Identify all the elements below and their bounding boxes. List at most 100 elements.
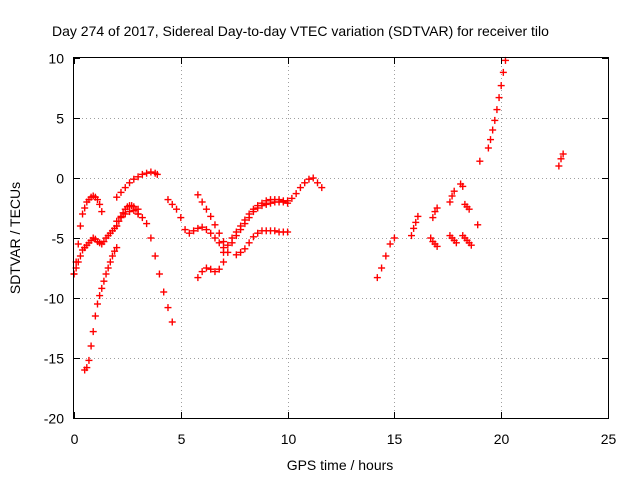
data-point [168, 200, 176, 208]
x-tick-label: 15 [387, 431, 403, 447]
plot-frame [73, 57, 609, 419]
y-tick-label: -5 [52, 231, 65, 247]
data-point [232, 251, 240, 259]
data-series-s22 [459, 232, 475, 249]
x-axis-label: GPS time / hours [287, 457, 394, 473]
data-point [117, 188, 125, 196]
data-series-s4 [81, 244, 121, 374]
data-point [427, 234, 435, 242]
y-tick-labels: -20 -15 -10 -5 0 5 10 [44, 51, 64, 427]
data-point [314, 179, 322, 187]
data-point [181, 226, 189, 234]
x-tick-label: 10 [281, 431, 297, 447]
data-point [487, 136, 495, 144]
data-point [215, 239, 223, 247]
data-point [130, 175, 138, 183]
data-point [258, 199, 266, 207]
data-point [232, 228, 240, 236]
data-point [414, 212, 422, 220]
data-point [93, 196, 101, 204]
data-point [194, 224, 202, 232]
data-point [220, 238, 228, 246]
data-point [292, 190, 300, 198]
data-point [271, 227, 279, 235]
y-tick-label: 10 [48, 51, 64, 67]
data-point [147, 168, 155, 176]
data-point [190, 227, 198, 235]
data-series-s3 [81, 222, 121, 252]
data-point [318, 184, 326, 192]
data-point [100, 277, 108, 285]
data-series-s7 [113, 205, 142, 225]
data-point [100, 238, 108, 246]
data-point [446, 198, 454, 206]
data-point [79, 210, 87, 218]
data-point [410, 224, 418, 232]
data-series-s8 [134, 210, 176, 326]
data-point [241, 216, 249, 224]
data-series-s23 [474, 221, 482, 229]
data-point [493, 106, 501, 114]
data-point [495, 94, 503, 102]
data-point [237, 222, 245, 230]
data-point [431, 208, 439, 216]
data-point [76, 252, 84, 260]
data-point [484, 144, 492, 152]
data-point [134, 210, 142, 218]
data-point [168, 318, 176, 326]
data-point [177, 214, 185, 222]
data-point [104, 264, 112, 272]
data-point [138, 170, 146, 178]
data-point [98, 208, 106, 216]
data-point [87, 342, 95, 350]
data-series-s12 [220, 174, 326, 256]
data-point [185, 229, 193, 237]
data-point [113, 217, 121, 225]
data-point [151, 252, 159, 260]
data-point [452, 239, 460, 247]
data-point [378, 264, 386, 272]
data-point [207, 212, 215, 220]
data-point [275, 196, 283, 204]
data-point [254, 229, 262, 237]
data-point [211, 221, 219, 229]
data-point [450, 187, 458, 195]
data-point [202, 226, 210, 234]
data-point [245, 210, 253, 218]
data-series-s26 [555, 150, 567, 170]
data-point [309, 174, 317, 182]
data-series-s25 [484, 56, 509, 152]
data-point [467, 241, 475, 249]
data-point [121, 184, 129, 192]
data-point [81, 204, 89, 212]
data-point [224, 241, 232, 249]
axis-ticks [74, 58, 609, 419]
data-point [476, 157, 484, 165]
data-point [211, 268, 219, 276]
data-point [555, 162, 563, 170]
data-point [215, 229, 223, 237]
data-point [429, 214, 437, 222]
data-series-s16 [429, 204, 441, 222]
data-point [126, 179, 134, 187]
data-point [202, 205, 210, 213]
data-point [98, 284, 106, 292]
data-point [143, 169, 151, 177]
data-point [499, 68, 507, 76]
data-point [412, 218, 420, 226]
data-point [228, 234, 236, 242]
data-point [288, 194, 296, 202]
data-point [382, 252, 390, 260]
data-point [96, 200, 104, 208]
data-point [284, 228, 292, 236]
x-tick-labels: 0 5 10 15 20 25 [71, 431, 617, 447]
data-point [143, 220, 151, 228]
data-point [262, 197, 270, 205]
data-point [147, 234, 155, 242]
y-tick-label: -10 [44, 291, 64, 307]
data-point [106, 258, 114, 266]
data-series-s14 [373, 234, 398, 282]
x-tick-label: 0 [71, 431, 79, 447]
data-point [386, 240, 394, 248]
data-point [237, 248, 245, 256]
